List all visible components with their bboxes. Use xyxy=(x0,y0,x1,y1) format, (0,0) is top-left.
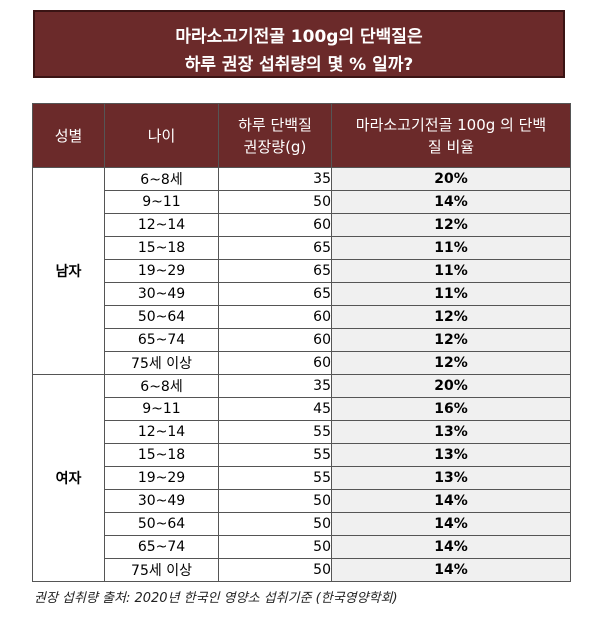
age-cell: 15~18 xyxy=(104,236,219,260)
protein-cell: 35 xyxy=(218,374,332,398)
ratio-cell: 12% xyxy=(331,351,571,375)
age-cell: 19~29 xyxy=(104,259,219,283)
table-row: 75세 이상 60 12% xyxy=(33,351,571,375)
ratio-cell: 14% xyxy=(331,535,571,559)
age-cell: 6~8세 xyxy=(104,167,219,191)
protein-cell: 60 xyxy=(218,213,332,237)
gender-cell: 여자 xyxy=(32,374,105,582)
table-row: 50~64 50 14% xyxy=(33,512,571,536)
table-header-row: 성별 나이 하루 단백질 권장량(g) 마라소고기전골 100g 의 단백 질 … xyxy=(32,103,571,168)
protein-cell: 65 xyxy=(218,282,332,306)
title-banner: 마라소고기전골 100g의 단백질은 하루 권장 섭취량의 몇 % 일까? xyxy=(33,10,565,78)
header-protein: 하루 단백질 권장량(g) xyxy=(218,103,332,168)
protein-cell: 60 xyxy=(218,351,332,375)
ratio-cell: 14% xyxy=(331,512,571,536)
age-cell: 12~14 xyxy=(104,213,219,237)
age-cell: 9~11 xyxy=(104,397,219,421)
table-row: 30~49 65 11% xyxy=(33,282,571,306)
ratio-cell: 12% xyxy=(331,328,571,352)
age-cell: 6~8세 xyxy=(104,374,219,398)
age-cell: 65~74 xyxy=(104,535,219,559)
header-age: 나이 xyxy=(104,103,219,168)
table-row: 12~14 60 12% xyxy=(33,213,571,237)
table-row: 9~11 50 14% xyxy=(33,190,571,214)
table-row: 19~29 55 13% xyxy=(33,466,571,490)
protein-cell: 50 xyxy=(218,558,332,582)
ratio-cell: 12% xyxy=(331,213,571,237)
age-cell: 75세 이상 xyxy=(104,351,219,375)
table-row: 19~29 65 11% xyxy=(33,259,571,283)
protein-cell: 60 xyxy=(218,305,332,329)
protein-cell: 65 xyxy=(218,236,332,260)
ratio-cell: 13% xyxy=(331,466,571,490)
ratio-cell: 20% xyxy=(331,374,571,398)
table-row: 30~49 50 14% xyxy=(33,489,571,513)
protein-cell: 60 xyxy=(218,328,332,352)
age-cell: 75세 이상 xyxy=(104,558,219,582)
ratio-cell: 13% xyxy=(331,420,571,444)
header-ratio-line-2: 질 비율 xyxy=(427,137,475,156)
protein-cell: 50 xyxy=(218,535,332,559)
age-cell: 50~64 xyxy=(104,305,219,329)
header-protein-line-2: 권장량(g) xyxy=(243,137,307,156)
ratio-cell: 11% xyxy=(331,236,571,260)
protein-cell: 35 xyxy=(218,167,332,191)
title-line-2: 하루 권장 섭취량의 몇 % 일까? xyxy=(184,55,414,75)
age-cell: 30~49 xyxy=(104,489,219,513)
protein-table: 성별 나이 하루 단백질 권장량(g) 마라소고기전골 100g 의 단백 질 … xyxy=(32,103,571,582)
table-row: 15~18 65 11% xyxy=(33,236,571,260)
protein-cell: 55 xyxy=(218,443,332,467)
ratio-cell: 14% xyxy=(331,190,571,214)
table-row: 여자 6~8세 35 20% xyxy=(32,374,571,582)
table-row: 65~74 60 12% xyxy=(33,328,571,352)
age-cell: 65~74 xyxy=(104,328,219,352)
protein-cell: 50 xyxy=(218,190,332,214)
age-cell: 19~29 xyxy=(104,466,219,490)
gender-cell: 남자 xyxy=(32,167,105,375)
ratio-cell: 20% xyxy=(331,167,571,191)
protein-cell: 50 xyxy=(218,489,332,513)
header-gender: 성별 xyxy=(32,103,105,168)
table-row: 75세 이상 50 14% xyxy=(33,558,571,582)
ratio-cell: 14% xyxy=(331,489,571,513)
header-protein-line-1: 하루 단백질 xyxy=(238,115,312,134)
ratio-cell: 12% xyxy=(331,305,571,329)
table-row: 9~11 45 16% xyxy=(33,397,571,421)
table-row: 15~18 55 13% xyxy=(33,443,571,467)
ratio-cell: 11% xyxy=(331,282,571,306)
age-cell: 9~11 xyxy=(104,190,219,214)
header-ratio: 마라소고기전골 100g 의 단백 질 비율 xyxy=(331,103,571,168)
age-cell: 50~64 xyxy=(104,512,219,536)
protein-cell: 45 xyxy=(218,397,332,421)
table-row: 남자 6~8세 35 20% xyxy=(32,167,571,375)
protein-cell: 55 xyxy=(218,466,332,490)
header-ratio-line-1: 마라소고기전골 100g 의 단백 xyxy=(355,115,547,134)
age-cell: 12~14 xyxy=(104,420,219,444)
table-body: 남자 6~8세 35 20% 9~11 50 14% 12~14 60 12% 15~18 65 11%… xyxy=(32,167,571,582)
source-note: 권장 섭취량 출처: 2020년 한국인 영양소 섭취기준 (한국영양학회) xyxy=(34,591,398,606)
protein-cell: 65 xyxy=(218,259,332,283)
table-row: 65~74 50 14% xyxy=(33,535,571,559)
ratio-cell: 14% xyxy=(331,558,571,582)
ratio-cell: 11% xyxy=(331,259,571,283)
age-cell: 30~49 xyxy=(104,282,219,306)
table-row: 12~14 55 13% xyxy=(33,420,571,444)
protein-cell: 50 xyxy=(218,512,332,536)
ratio-cell: 13% xyxy=(331,443,571,467)
table-row: 50~64 60 12% xyxy=(33,305,571,329)
title-line-1: 마라소고기전골 100g의 단백질은 xyxy=(175,27,423,47)
ratio-cell: 16% xyxy=(331,397,571,421)
protein-cell: 55 xyxy=(218,420,332,444)
age-cell: 15~18 xyxy=(104,443,219,467)
